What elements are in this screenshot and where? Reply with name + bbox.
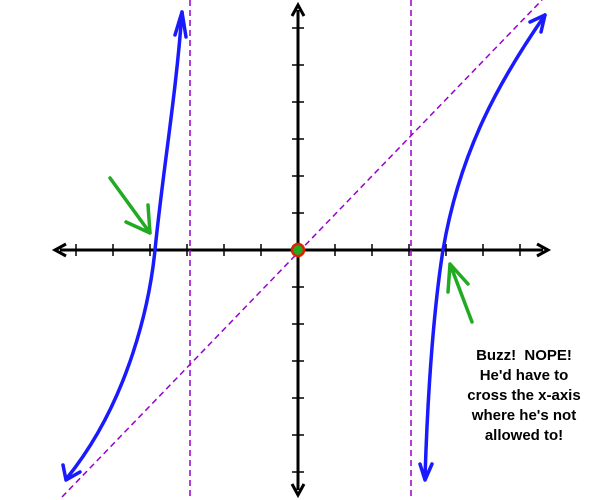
annotation: Buzz! NOPE! He'd have to cross the x-axi… <box>467 347 580 444</box>
curve-arrowheads <box>418 13 547 482</box>
annotation-line: He'd have to <box>480 367 569 384</box>
annotation-line: cross the x-axis <box>467 387 580 404</box>
curve-right <box>423 13 547 480</box>
annotation-line: allowed to! <box>485 427 563 444</box>
ticks <box>75 27 521 473</box>
curve-arrowheads <box>61 10 188 482</box>
origin-point <box>290 242 306 258</box>
axis-arrowheads <box>51 1 552 499</box>
annotation-line: where he's not <box>471 407 576 424</box>
pointer-arrow <box>446 262 474 324</box>
pointer-arrow <box>108 176 152 235</box>
annotation-line: Buzz! NOPE! <box>476 347 572 364</box>
curve-left <box>65 10 184 480</box>
